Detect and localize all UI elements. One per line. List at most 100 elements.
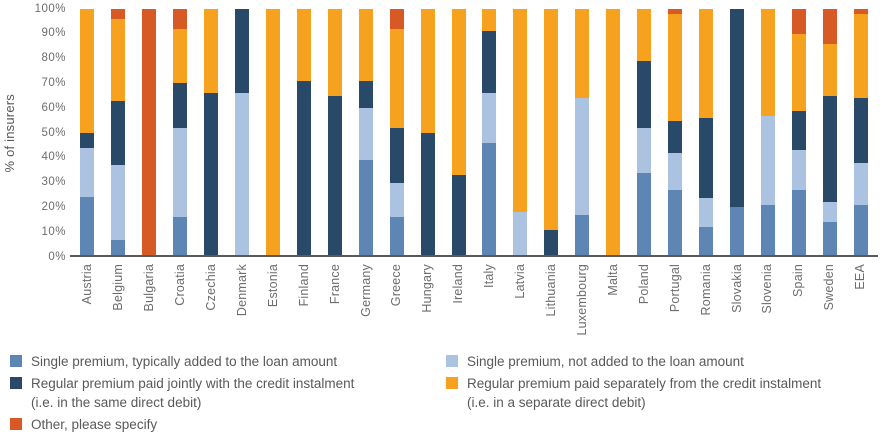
bar-segment <box>389 182 404 218</box>
bar-column-denmark: Denmark <box>227 9 258 336</box>
bar-segment <box>296 9 311 81</box>
x-axis-label-spain: Spain <box>791 264 806 297</box>
x-axis-label-eea: EEA <box>853 264 868 290</box>
bar-segment <box>791 110 806 151</box>
bar-segment <box>637 128 652 173</box>
bar-denmark <box>235 9 250 257</box>
legend-label: Single premium, not added to the loan am… <box>467 354 744 369</box>
bar-segment <box>327 95 342 257</box>
bar-column-austria: Austria <box>72 9 103 336</box>
bar-greece <box>389 9 404 257</box>
bar-segment <box>667 120 682 153</box>
bar-segment <box>606 9 621 257</box>
bar-segment <box>853 204 868 257</box>
bar-segment <box>389 217 404 257</box>
bar-lithuania <box>544 9 559 257</box>
x-axis-label-finland: Finland <box>296 264 311 307</box>
bar-segment <box>80 197 95 257</box>
bar-column-poland: Poland <box>629 9 660 336</box>
x-axis-label-slovenia: Slovenia <box>760 264 775 314</box>
bar-slovenia <box>760 9 775 257</box>
legend-empty-cell <box>446 414 876 435</box>
legend-item: Single premium, not added to the loan am… <box>446 351 876 372</box>
bar-segment <box>142 9 157 257</box>
bar-column-malta: Malta <box>598 9 629 336</box>
bar-segment <box>111 18 126 101</box>
bar-slovakia <box>729 9 744 257</box>
bar-segment <box>791 33 806 111</box>
bar-column-italy: Italy <box>474 9 505 336</box>
bar-segment <box>637 9 652 62</box>
bar-germany <box>358 9 373 257</box>
bar-column-croatia: Croatia <box>165 9 196 336</box>
y-tick-label: 50% <box>41 126 66 139</box>
bar-segment <box>389 9 404 29</box>
bar-segment <box>667 9 682 14</box>
bar-segment <box>698 118 713 198</box>
bar-segment <box>637 61 652 129</box>
legend-swatch-icon <box>10 418 22 431</box>
bar-column-bulgaria: Bulgaria <box>134 9 165 336</box>
bar-segment <box>822 95 837 203</box>
bar-segment <box>111 165 126 240</box>
bar-estonia <box>265 9 280 257</box>
bar-segment <box>482 93 497 143</box>
legend-swatch-icon <box>10 377 22 390</box>
bar-segment <box>575 9 590 99</box>
bar-column-portugal: Portugal <box>660 9 691 336</box>
bar-segment <box>822 43 837 96</box>
bar-segment <box>235 93 250 257</box>
bar-segment <box>265 9 280 257</box>
x-axis-label-belgium: Belgium <box>111 264 126 311</box>
bar-segment <box>451 175 466 257</box>
bar-column-slovakia: Slovakia <box>721 9 752 336</box>
bar-segment <box>235 9 250 94</box>
bar-segment <box>111 9 126 19</box>
legend-label: Regular premium paid separately from the… <box>467 376 822 411</box>
bar-column-slovenia: Slovenia <box>752 9 783 336</box>
bar-austria <box>80 9 95 257</box>
y-tick-label: 0% <box>48 250 66 263</box>
bar-segment <box>575 214 590 257</box>
bar-segment <box>173 217 188 257</box>
bar-segment <box>513 9 528 213</box>
bar-segment <box>482 142 497 257</box>
legend-swatch-icon <box>446 355 458 367</box>
bar-portugal <box>667 9 682 257</box>
legend-label: Other, please specify <box>31 417 158 433</box>
bar-segment <box>667 152 682 191</box>
bar-segment <box>853 13 868 99</box>
legend-item: Other, please specify <box>10 414 446 435</box>
bar-france <box>327 9 342 257</box>
bar-spain <box>791 9 806 257</box>
bar-segment <box>420 133 435 257</box>
bar-segment <box>111 239 126 257</box>
bar-segment <box>760 204 775 257</box>
x-axis-label-czechia: Czechia <box>203 264 218 311</box>
bar-segment <box>204 93 219 257</box>
bar-segment <box>853 9 868 14</box>
bar-segment <box>698 197 713 228</box>
plot-area: Austria Belgium Bulgaria Croatia Czechia Denm… <box>72 9 876 336</box>
x-axis-label-bulgaria: Bulgaria <box>142 264 157 312</box>
y-tick-label: 80% <box>41 52 66 65</box>
x-axis-label-france: France <box>327 264 342 305</box>
bar-segment <box>729 207 744 257</box>
y-tick-label: 90% <box>41 27 66 40</box>
x-axis-label-austria: Austria <box>80 264 95 305</box>
bar-column-spain: Spain <box>783 9 814 336</box>
x-axis-label-lithuania: Lithuania <box>544 264 559 317</box>
bar-segment <box>791 190 806 257</box>
bar-segment <box>173 28 188 84</box>
bar-segment <box>80 133 95 148</box>
bar-segment <box>482 31 497 94</box>
y-tick-label: 30% <box>41 176 66 189</box>
y-tick-label: 60% <box>41 101 66 114</box>
bar-segment <box>853 162 868 205</box>
legend-swatch-icon <box>446 377 458 390</box>
bar-column-luxembourg: Luxembourg <box>567 9 598 336</box>
bar-segment <box>575 98 590 215</box>
bar-segment <box>544 9 559 230</box>
y-tick-label: 70% <box>41 76 66 89</box>
bar-segment <box>698 227 713 257</box>
